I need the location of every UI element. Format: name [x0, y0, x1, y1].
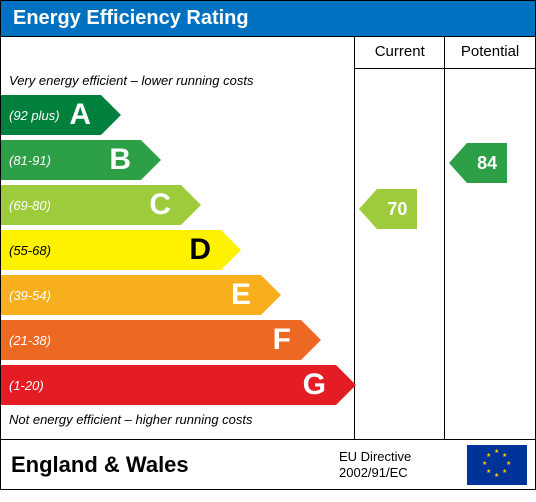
- band-arrow-icon-a: [101, 95, 121, 135]
- chart-body: Very energy efficient – lower running co…: [1, 36, 535, 439]
- band-range-g: (1-20): [1, 378, 44, 393]
- band-letter-a: A: [69, 98, 91, 132]
- current-rating-value: 70: [377, 189, 417, 229]
- current-rating-pointer: 70: [359, 189, 417, 229]
- band-letter-c: C: [149, 188, 171, 222]
- band-row-b: (81-91) B: [1, 138, 354, 182]
- current-pointer-area: 70: [355, 69, 444, 439]
- band-arrow-icon-d: [221, 230, 241, 270]
- band-bar-c: (69-80) C: [1, 185, 181, 225]
- directive-line1: EU Directive: [339, 449, 459, 465]
- band-range-f: (21-38): [1, 333, 51, 348]
- band-arrow-icon-g: [336, 365, 356, 405]
- current-column: Current 70: [355, 37, 445, 439]
- epc-chart: Energy Efficiency Rating Very energy eff…: [0, 0, 536, 490]
- band-range-c: (69-80): [1, 198, 51, 213]
- band-letter-g: G: [303, 368, 326, 402]
- chart-footer: England & Wales EU Directive 2002/91/EC …: [1, 439, 535, 489]
- band-arrow-icon-c: [181, 185, 201, 225]
- band-row-f: (21-38) F: [1, 318, 354, 362]
- current-arrow-icon: [359, 189, 377, 229]
- region-label: England & Wales: [1, 452, 339, 478]
- efficient-label: Very energy efficient – lower running co…: [1, 69, 354, 92]
- band-bar-a: (92 plus) A: [1, 95, 101, 135]
- potential-column: Potential 84: [445, 37, 535, 439]
- band-range-a: (92 plus): [1, 108, 60, 123]
- chart-title: Energy Efficiency Rating: [1, 1, 535, 36]
- band-row-g: (1-20) G: [1, 363, 354, 407]
- band-arrow-icon-e: [261, 275, 281, 315]
- potential-pointer-area: 84: [445, 69, 535, 439]
- band-row-d: (55-68) D: [1, 228, 354, 272]
- band-range-b: (81-91): [1, 153, 51, 168]
- band-range-d: (55-68): [1, 243, 51, 258]
- band-arrow-icon-b: [141, 140, 161, 180]
- potential-rating-pointer: 84: [449, 143, 507, 183]
- band-bar-g: (1-20) G: [1, 365, 336, 405]
- band-row-c: (69-80) C: [1, 183, 354, 227]
- bands-column: Very energy efficient – lower running co…: [1, 37, 355, 439]
- bands-header-spacer: [1, 37, 354, 69]
- band-letter-b: B: [109, 143, 131, 177]
- potential-rating-value: 84: [467, 143, 507, 183]
- band-letter-d: D: [189, 233, 211, 267]
- potential-header: Potential: [445, 37, 535, 69]
- eu-stars-icon: ★ ★ ★ ★ ★ ★ ★ ★: [482, 450, 512, 480]
- directive-label: EU Directive 2002/91/EC: [339, 449, 459, 480]
- bands-area: Very energy efficient – lower running co…: [1, 69, 354, 439]
- band-row-e: (39-54) E: [1, 273, 354, 317]
- current-header: Current: [355, 37, 444, 69]
- band-bar-d: (55-68) D: [1, 230, 221, 270]
- band-bar-e: (39-54) E: [1, 275, 261, 315]
- potential-arrow-icon: [449, 143, 467, 183]
- band-bar-b: (81-91) B: [1, 140, 141, 180]
- band-letter-f: F: [273, 323, 291, 357]
- band-range-e: (39-54): [1, 288, 51, 303]
- band-arrow-icon-f: [301, 320, 321, 360]
- band-letter-e: E: [231, 278, 251, 312]
- directive-line2: 2002/91/EC: [339, 465, 459, 481]
- inefficient-label: Not energy efficient – higher running co…: [1, 408, 354, 431]
- eu-flag-icon: ★ ★ ★ ★ ★ ★ ★ ★: [467, 445, 527, 485]
- band-bar-f: (21-38) F: [1, 320, 301, 360]
- band-row-a: (92 plus) A: [1, 93, 354, 137]
